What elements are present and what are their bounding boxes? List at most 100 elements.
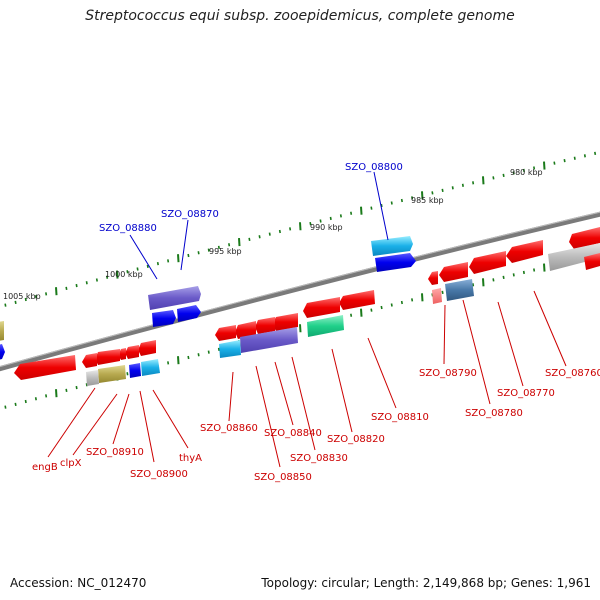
gene-arrow <box>445 279 474 301</box>
gene-label-SZO_08810: SZO_08810 <box>371 412 429 423</box>
scale-tick <box>442 291 443 294</box>
scale-tick <box>178 254 179 262</box>
scale-tick <box>15 301 16 304</box>
gene-label-SZO_08800: SZO_08800 <box>345 162 403 173</box>
gene-arrow <box>375 253 416 272</box>
scale-label-995: 995 kbp <box>209 247 242 256</box>
scale-tick <box>442 189 443 192</box>
gene-label-SZO_08770: SZO_08770 <box>497 388 555 399</box>
gene-label-SZO_08900: SZO_08900 <box>130 469 188 480</box>
scale-tick <box>371 309 372 312</box>
gene-arrow <box>82 353 97 368</box>
gene-arrow <box>432 288 442 304</box>
scale-tick <box>127 372 128 375</box>
gene-arrow <box>215 325 236 341</box>
scale-label-980: 980 kbp <box>510 168 543 177</box>
scale-tick <box>371 207 372 210</box>
scale-tick <box>595 152 596 155</box>
scale-tick <box>5 304 6 307</box>
gene-arrow <box>439 262 468 282</box>
scale-tick <box>66 389 67 392</box>
scale-tick <box>66 287 67 290</box>
scale-tick <box>402 199 403 202</box>
accession-text: Accession: NC_012470 <box>10 576 146 590</box>
scale-tick <box>300 324 301 332</box>
scale-label-1000: 1000 kbp <box>105 270 143 279</box>
scale-tick <box>422 293 423 301</box>
genome-backbone <box>0 213 600 370</box>
scale-label-1005: 1005 kbp <box>3 292 41 301</box>
scale-tick <box>503 174 504 177</box>
scale-tick <box>168 259 169 262</box>
reverse-gene-labels: SZO_08790 SZO_08760 SZO_08770 SZO_08780 … <box>32 368 600 483</box>
scale-tick <box>544 264 545 272</box>
scale-tick <box>259 235 260 238</box>
gene-arrow <box>95 349 120 365</box>
scale-tick <box>392 303 393 306</box>
forward-gene-labels: SZO_08800 SZO_08870 SZO_08880 <box>99 162 403 234</box>
scale-tick <box>229 243 230 246</box>
gene-label-SZO_08860: SZO_08860 <box>200 423 258 434</box>
scale-tick <box>198 251 199 254</box>
gene-arrow <box>177 305 201 322</box>
gene-label-SZO_08760: SZO_08760 <box>545 368 600 379</box>
scale-tick <box>331 217 332 220</box>
genome-summary-text: Topology: circular; Length: 2,149,868 bp… <box>261 576 591 590</box>
gene-arrow <box>428 271 438 285</box>
gene-arrow <box>339 290 375 310</box>
scale-tick <box>483 278 484 286</box>
scale-tick <box>392 201 393 204</box>
gene-arrow <box>219 340 241 358</box>
gene-arrow <box>307 315 344 337</box>
scale-tick <box>493 278 494 281</box>
scale-tick <box>56 389 57 397</box>
gene-label-SZO_08840: SZO_08840 <box>264 428 322 439</box>
scale-tick <box>270 233 271 236</box>
gene-label-SZO_08780: SZO_08780 <box>465 408 523 419</box>
scale-tick <box>351 212 352 215</box>
scale-label-990: 990 kbp <box>310 223 343 232</box>
scale-tick <box>36 397 37 400</box>
scale-tick <box>341 214 342 217</box>
scale-tick <box>46 292 47 295</box>
scale-tick <box>493 176 494 179</box>
scale-tick <box>97 279 98 282</box>
scale-tick <box>158 262 159 265</box>
gene-arrow <box>303 297 340 318</box>
gene-label-clpX: clpX <box>60 458 82 469</box>
gene-label-SZO_08790: SZO_08790 <box>419 368 477 379</box>
scale-tick <box>463 184 464 187</box>
scale-tick <box>503 276 504 279</box>
scale-tick <box>483 176 484 184</box>
scale-tick <box>76 284 77 287</box>
scale-tick <box>209 351 210 354</box>
scale-tick <box>432 191 433 194</box>
gene-arrow <box>371 236 413 256</box>
gene-arrow <box>125 345 139 359</box>
gene-label-thyA: thyA <box>179 453 202 464</box>
gene-arrow <box>0 321 4 341</box>
scale-tick <box>198 353 199 356</box>
scale-tick <box>56 287 57 295</box>
scale-tick <box>524 271 525 274</box>
scale-tick <box>564 159 565 162</box>
gene-arrow <box>14 355 76 380</box>
gene-arrow <box>152 310 176 327</box>
scale-tick <box>5 406 6 409</box>
scale-tick <box>402 301 403 304</box>
scale-tick <box>26 400 27 403</box>
gene-arrow <box>141 359 160 376</box>
scale-tick <box>239 238 240 246</box>
scale-tick <box>168 361 169 364</box>
gene-arrow <box>138 340 156 356</box>
scale-tick <box>76 386 77 389</box>
reverse-genes <box>14 227 600 386</box>
scale-tick <box>280 230 281 233</box>
scale-tick <box>219 348 220 351</box>
scale-tick <box>412 298 413 301</box>
scale-tick <box>351 314 352 317</box>
scale-tick <box>148 265 149 268</box>
scale-tick <box>544 162 545 170</box>
scale-tick <box>585 154 586 157</box>
scale-tick <box>87 281 88 284</box>
